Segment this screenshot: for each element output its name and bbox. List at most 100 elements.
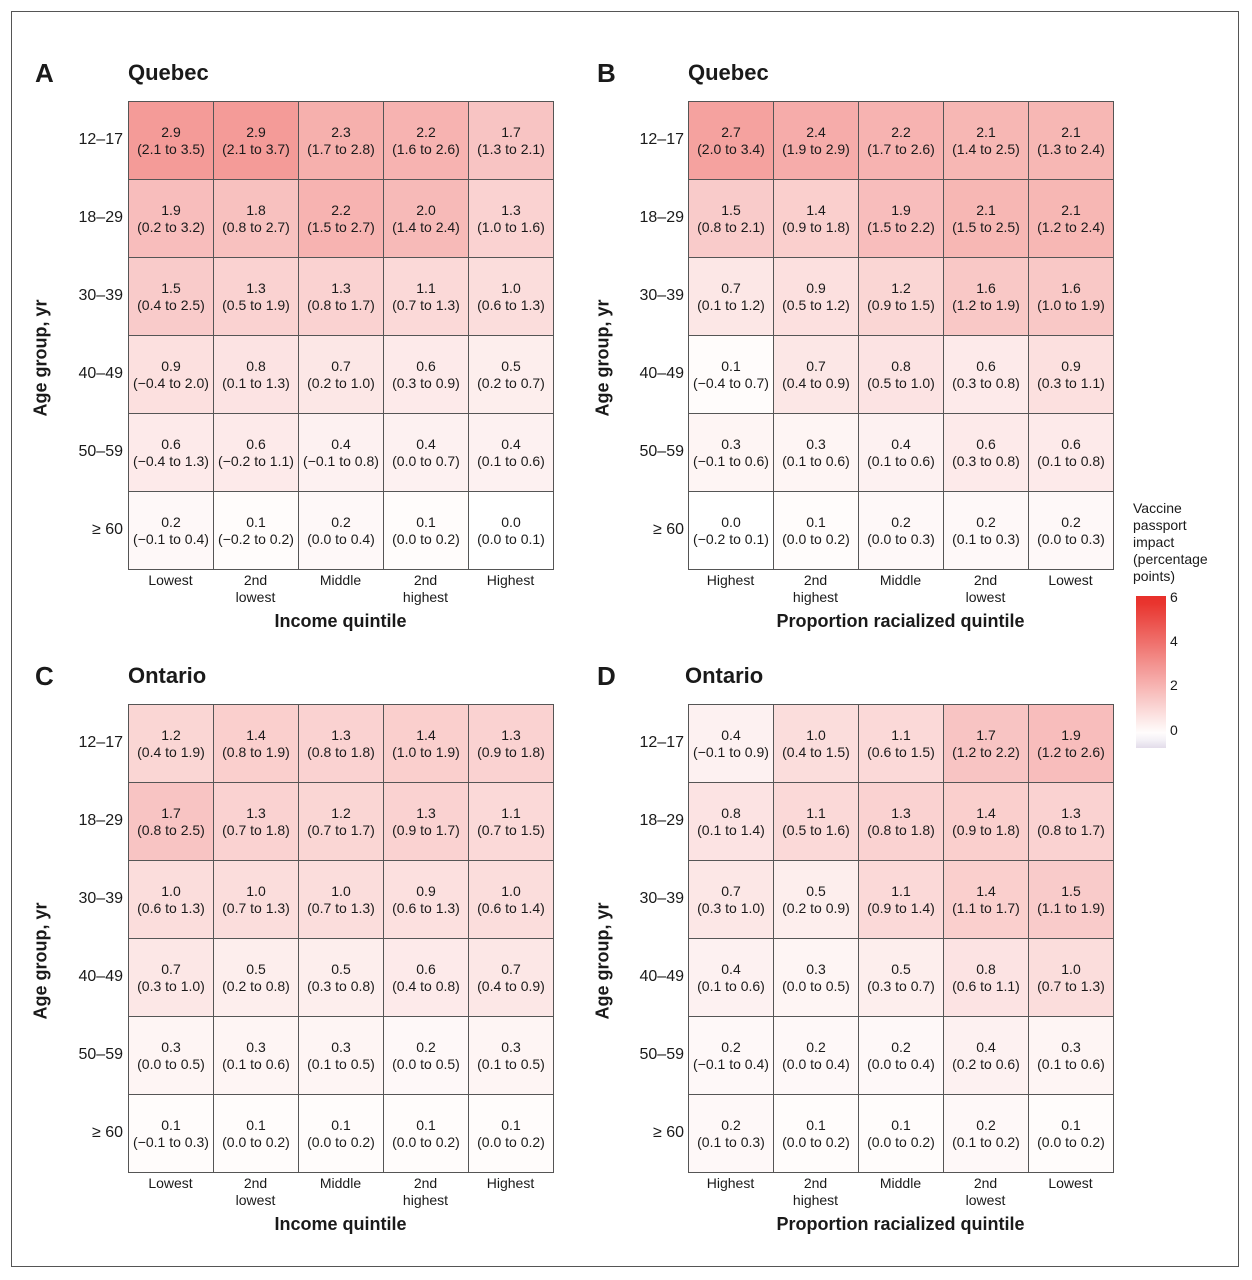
cell-value: 0.5 <box>331 960 351 977</box>
cell-confidence-interval: (0.6 to 1.3) <box>137 899 205 916</box>
cell-confidence-interval: (0.0 to 0.4) <box>307 530 375 547</box>
cell-value: 1.0 <box>246 882 266 899</box>
cell-value: 0.3 <box>331 1038 351 1055</box>
cell-value: 1.4 <box>806 201 826 218</box>
y-axis-label: Age group, yr <box>592 299 613 417</box>
cell-confidence-interval: (0.8 to 1.8) <box>307 743 375 760</box>
heatmap-cell: 0.4 (−0.1 to 0.9) <box>689 705 774 783</box>
y-tick-label: 40–49 <box>78 968 124 985</box>
cell-value: 0.1 <box>501 1116 521 1133</box>
cell-confidence-interval: (−0.1 to 0.6) <box>693 452 769 469</box>
x-tick-labels: Lowest 2nd lowest Middle 2nd highest Highest <box>128 1175 553 1215</box>
legend-title-line: Vaccine <box>1133 500 1182 516</box>
cell-confidence-interval: (1.4 to 2.4) <box>392 218 460 235</box>
cell-value: 1.3 <box>1061 804 1081 821</box>
legend-title-line: impact <box>1133 534 1175 550</box>
heatmap-cell: 0.7 (0.4 to 0.9) <box>774 336 859 414</box>
y-tick-label: ≥ 60 <box>652 521 684 538</box>
cell-value: 0.9 <box>1061 357 1081 374</box>
cell-value: 0.3 <box>1061 1038 1081 1055</box>
cell-value: 0.1 <box>246 513 266 530</box>
cell-value: 0.3 <box>721 435 741 452</box>
cell-value: 1.0 <box>161 882 181 899</box>
cell-confidence-interval: (1.1 to 1.9) <box>1037 899 1105 916</box>
cell-confidence-interval: (0.4 to 0.9) <box>477 977 545 994</box>
cell-confidence-interval: (0.1 to 0.5) <box>307 1055 375 1072</box>
y-tick-labels: 12–17 18–29 30–39 40–49 50–59 ≥ 60 <box>614 101 685 569</box>
cell-value: 0.2 <box>1061 513 1081 530</box>
cell-value: 1.8 <box>246 201 266 218</box>
panel-letter: B <box>597 58 616 88</box>
y-tick-label: ≥ 60 <box>652 1124 684 1141</box>
heatmap-cell: 1.7 (1.3 to 2.1) <box>469 102 554 180</box>
y-tick-label: 50–59 <box>639 443 685 460</box>
heatmap-cell: 1.2 (0.7 to 1.7) <box>299 783 384 861</box>
panel-letter: C <box>35 661 54 691</box>
heatmap-cell: 0.5 (0.3 to 0.8) <box>299 939 384 1017</box>
cell-value: 0.2 <box>331 513 351 530</box>
cell-value: 0.6 <box>416 960 436 977</box>
x-tick-labels: Highest 2nd highest Middle 2nd lowest Lowest <box>688 572 1113 612</box>
cell-value: 2.0 <box>416 201 436 218</box>
heatmap-cell: 0.7 (0.1 to 1.2) <box>689 258 774 336</box>
heatmap-cell: 1.7 (0.8 to 2.5) <box>129 783 214 861</box>
heatmap-cell: 1.1 (0.7 to 1.5) <box>469 783 554 861</box>
heatmap-cell: 2.1 (1.4 to 2.5) <box>944 102 1029 180</box>
panel-title: Ontario <box>685 663 764 688</box>
heatmap-cell: 0.6 (0.4 to 0.8) <box>384 939 469 1017</box>
heatmap-cell: 0.2 (0.1 to 0.3) <box>944 492 1029 570</box>
heatmap-cell: 1.3 (1.0 to 1.6) <box>469 180 554 258</box>
heatmap-cell: 1.3 (0.7 to 1.8) <box>214 783 299 861</box>
cell-confidence-interval: (0.2 to 1.0) <box>307 374 375 391</box>
heatmap-cell: 0.2 (0.0 to 0.4) <box>299 492 384 570</box>
heatmap-cell: 0.8 (0.5 to 1.0) <box>859 336 944 414</box>
cell-value: 0.1 <box>1061 1116 1081 1133</box>
cell-value: 0.1 <box>246 1116 266 1133</box>
heatmap-cell: 1.9 (1.5 to 2.2) <box>859 180 944 258</box>
cell-confidence-interval: (1.3 to 2.4) <box>1037 140 1105 157</box>
y-tick-label: 12–17 <box>639 734 685 751</box>
cell-value: 2.1 <box>1061 201 1081 218</box>
cell-value: 0.2 <box>976 1116 996 1133</box>
x-tick-labels: Lowest 2nd lowest Middle 2nd highest Highest <box>128 572 553 612</box>
y-tick-label: 18–29 <box>639 812 685 829</box>
cell-value: 2.4 <box>806 123 826 140</box>
cell-confidence-interval: (−0.4 to 1.3) <box>133 452 209 469</box>
heatmap-cell: 0.6 (0.3 to 0.8) <box>944 414 1029 492</box>
cell-confidence-interval: (0.0 to 0.4) <box>867 1055 935 1072</box>
heatmap-cell: 1.3 (0.5 to 1.9) <box>214 258 299 336</box>
cell-value: 0.6 <box>246 435 266 452</box>
cell-confidence-interval: (1.5 to 2.5) <box>952 218 1020 235</box>
cell-value: 0.3 <box>501 1038 521 1055</box>
heatmap-grid: 1.2 (0.4 to 1.9) 1.4 (0.8 to 1.9) 1.3 (0.8 to… <box>128 704 554 1173</box>
x-tick-label: 2nd highest <box>402 572 449 605</box>
cell-value: 1.7 <box>976 726 996 743</box>
heatmap-cell: 1.3 (0.9 to 1.8) <box>469 705 554 783</box>
cell-value: 0.1 <box>416 513 436 530</box>
panel-c: C Ontario Age group, yr 12–17 18–29 30–39 40–4… <box>31 661 625 1251</box>
cell-confidence-interval: (1.2 to 1.9) <box>952 296 1020 313</box>
cell-confidence-interval: (0.0 to 0.3) <box>867 530 935 547</box>
cell-value: 0.6 <box>976 357 996 374</box>
cell-confidence-interval: (0.1 to 0.6) <box>697 977 765 994</box>
y-tick-labels: 12–17 18–29 30–39 40–49 50–59 ≥ 60 <box>53 101 124 569</box>
cell-confidence-interval: (0.8 to 1.8) <box>867 821 935 838</box>
cell-value: 1.1 <box>501 804 521 821</box>
heatmap-cell: 0.7 (0.2 to 1.0) <box>299 336 384 414</box>
panel-letter: A <box>35 58 54 88</box>
cell-confidence-interval: (0.0 to 0.2) <box>782 1133 850 1150</box>
cell-confidence-interval: (0.7 to 1.3) <box>392 296 460 313</box>
heatmap-cell: 2.1 (1.5 to 2.5) <box>944 180 1029 258</box>
heatmap-cell: 2.0 (1.4 to 2.4) <box>384 180 469 258</box>
cell-confidence-interval: (0.0 to 0.2) <box>392 1133 460 1150</box>
cell-value: 0.5 <box>246 960 266 977</box>
heatmap-cell: 1.3 (0.8 to 1.7) <box>1029 783 1114 861</box>
cell-confidence-interval: (0.0 to 0.5) <box>137 1055 205 1072</box>
x-axis-label: Income quintile <box>274 1214 407 1234</box>
cell-value: 2.7 <box>721 123 741 140</box>
y-tick-label: ≥ 60 <box>91 521 123 538</box>
x-axis-label: Proportion racialized quintile <box>776 611 1025 631</box>
cell-confidence-interval: (0.3 to 1.1) <box>1037 374 1105 391</box>
y-tick-label: 12–17 <box>78 131 124 148</box>
cell-value: 0.2 <box>891 513 911 530</box>
